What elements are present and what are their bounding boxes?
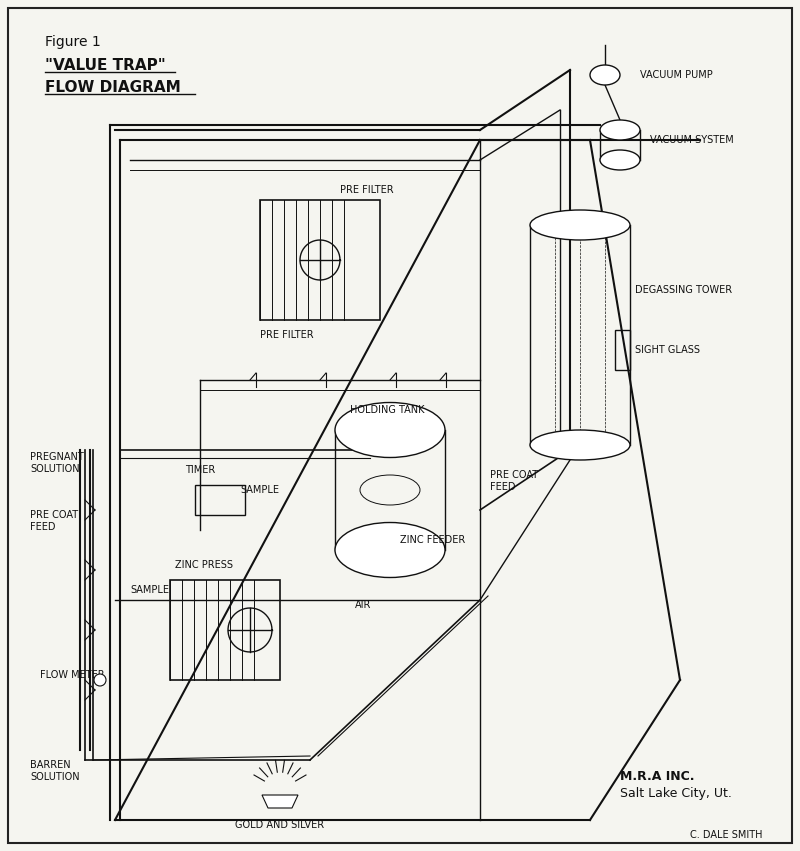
Text: SAMPLE: SAMPLE: [130, 585, 169, 595]
Text: PRE FILTER: PRE FILTER: [260, 330, 314, 340]
Text: HOLDING TANK: HOLDING TANK: [350, 405, 425, 415]
Text: VACUUM SYSTEM: VACUUM SYSTEM: [650, 135, 734, 145]
Text: M.R.A INC.: M.R.A INC.: [620, 770, 694, 783]
Text: ZINC FEEDER: ZINC FEEDER: [400, 535, 466, 545]
Ellipse shape: [94, 674, 106, 686]
Bar: [170, 580, 280, 680]
Text: FLOW DIAGRAM: FLOW DIAGRAM: [45, 80, 181, 95]
Text: BARREN
SOLUTION: BARREN SOLUTION: [30, 760, 80, 781]
Text: "VALUE TRAP": "VALUE TRAP": [45, 58, 166, 73]
Ellipse shape: [590, 65, 620, 85]
Ellipse shape: [600, 120, 640, 140]
Bar: [195, 485, 245, 515]
Text: VACUUM PUMP: VACUUM PUMP: [640, 70, 713, 80]
Text: Figure 1: Figure 1: [45, 35, 101, 49]
Text: PRE COAT
FEED: PRE COAT FEED: [490, 470, 538, 492]
Bar: [260, 200, 380, 320]
Text: PRE COAT
FEED: PRE COAT FEED: [30, 510, 78, 532]
Ellipse shape: [530, 210, 630, 240]
Ellipse shape: [530, 430, 630, 460]
Text: SAMPLE: SAMPLE: [240, 485, 279, 495]
Bar: [615, 330, 630, 370]
Text: FLOW METER: FLOW METER: [40, 670, 105, 680]
Ellipse shape: [335, 523, 445, 578]
Polygon shape: [262, 795, 298, 808]
Text: SIGHT GLASS: SIGHT GLASS: [635, 345, 700, 355]
Text: PREGNANT
SOLUTION: PREGNANT SOLUTION: [30, 452, 84, 474]
Ellipse shape: [335, 403, 445, 458]
Text: GOLD AND SILVER: GOLD AND SILVER: [235, 820, 325, 830]
Text: DEGASSING TOWER: DEGASSING TOWER: [635, 285, 732, 295]
Text: TIMER: TIMER: [185, 465, 215, 475]
Text: Salt Lake City, Ut.: Salt Lake City, Ut.: [620, 787, 732, 800]
Text: C. DALE SMITH: C. DALE SMITH: [690, 830, 762, 840]
Text: AIR: AIR: [355, 600, 371, 610]
Text: ZINC PRESS: ZINC PRESS: [175, 560, 233, 570]
Text: PRE FILTER: PRE FILTER: [340, 185, 394, 195]
Ellipse shape: [600, 150, 640, 170]
